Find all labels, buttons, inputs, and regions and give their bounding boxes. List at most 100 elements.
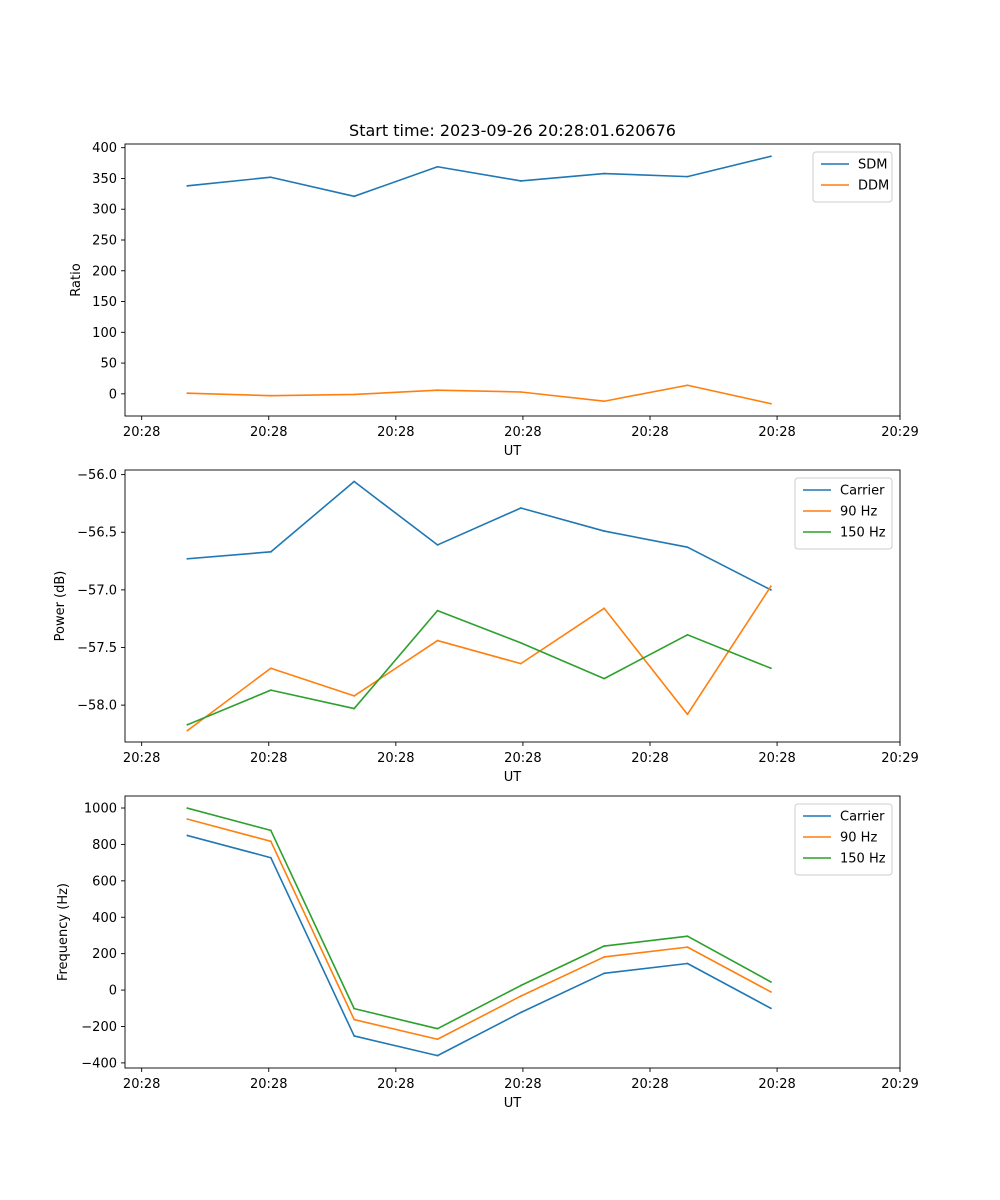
x-tick-label: 20:28 (631, 425, 668, 440)
data-point (436, 1054, 439, 1057)
x-tick-label: 20:28 (504, 425, 541, 440)
data-point (353, 480, 356, 483)
series-line-90-hz (186, 585, 772, 732)
data-point (269, 840, 272, 843)
data-point (436, 389, 439, 392)
series-line-ddm (186, 384, 772, 405)
data-point (436, 1027, 439, 1030)
data-point (519, 641, 522, 644)
data-point (186, 818, 189, 821)
legend: Carrier 90 Hz 150 Hz (794, 477, 893, 550)
y-axis-label: Frequency (Hz) (56, 883, 71, 981)
data-point (186, 184, 189, 187)
data-point (269, 176, 272, 179)
data-point (353, 1007, 356, 1010)
x-axis-label: UT (504, 770, 522, 785)
legend: Carrier 90 Hz 150 Hz (794, 803, 893, 876)
y-tick-label: −400 (81, 1056, 117, 1071)
data-point (186, 807, 189, 810)
y-tick-label: 200 (92, 264, 117, 279)
x-tick-label: 20:28 (250, 425, 287, 440)
series-line-sdm (186, 155, 772, 198)
y-tick-label: −200 (81, 1020, 117, 1035)
data-point (686, 962, 689, 965)
y-tick-label: 50 (100, 357, 117, 372)
data-point (769, 588, 772, 591)
y-tick-label: 0 (109, 984, 117, 999)
charts: 0 50 100 150 200 250 300 350 400 20:28 20:28 20:28 2… (53, 141, 919, 1111)
chart-panel-3: −400 −200 0 200 400 600 800 1000 20:28 20:28 20:28… (56, 795, 919, 1111)
y-tick-label: 400 (92, 911, 117, 926)
data-point (269, 667, 272, 670)
plot-area-frame (124, 469, 901, 743)
series-line-150-hz (186, 609, 772, 726)
data-point (769, 1007, 772, 1010)
y-tick-label: 0 (109, 387, 117, 402)
data-point (769, 155, 772, 158)
x-tick-label: 20:28 (250, 751, 287, 766)
y-tick-label: 1000 (84, 802, 117, 817)
data-point (186, 557, 189, 560)
x-tick-label: 20:28 (758, 751, 795, 766)
data-point (436, 544, 439, 546)
data-point (269, 550, 272, 553)
chart-panel-1: 0 50 100 150 200 250 300 350 400 20:28 20:28 20:28 2… (69, 141, 919, 459)
plot-area-frame (124, 143, 901, 417)
plot-area-frame (124, 795, 901, 1069)
data-point (436, 609, 439, 612)
series-line-150-hz (186, 807, 772, 1030)
legend-label: 150 Hz (840, 852, 886, 867)
x-tick-label: 20:28 (758, 425, 795, 440)
y-tick-label: 100 (92, 326, 117, 341)
data-point (519, 507, 522, 509)
x-tick-label: 20:28 (504, 1077, 541, 1092)
data-point (603, 945, 606, 947)
x-tick-label: 20:28 (377, 1077, 414, 1092)
y-tick-label: −57.5 (77, 641, 117, 656)
x-tick-label: 20:28 (377, 751, 414, 766)
y-tick-label: 200 (92, 947, 117, 962)
data-point (353, 694, 356, 697)
y-tick-label: −57.0 (77, 583, 117, 598)
legend-label: Carrier (840, 810, 885, 825)
data-point (603, 530, 606, 532)
data-point (686, 946, 689, 949)
data-point (769, 990, 772, 993)
y-tick-label: 250 (92, 234, 117, 249)
y-tick-label: 600 (92, 874, 117, 889)
legend-label: Carrier (840, 484, 885, 499)
data-point (603, 972, 606, 975)
data-point (686, 935, 689, 938)
x-tick-label: 20:28 (631, 1077, 668, 1092)
data-point (603, 400, 606, 403)
data-point (353, 1018, 356, 1021)
data-point (353, 1035, 356, 1037)
x-tick-label: 20:29 (881, 1077, 918, 1092)
data-point (686, 175, 689, 178)
data-point (769, 402, 772, 405)
data-point (686, 546, 689, 549)
legend-label: SDM (858, 158, 887, 173)
data-point (603, 172, 606, 175)
data-point (186, 729, 189, 732)
y-tick-label: 800 (92, 838, 117, 853)
y-tick-label: 400 (92, 141, 117, 156)
legend-label: 150 Hz (840, 526, 886, 541)
x-axis-label: UT (504, 444, 522, 459)
data-point (269, 829, 272, 832)
data-point (603, 677, 606, 680)
data-point (769, 585, 772, 588)
data-point (269, 394, 272, 397)
data-point (186, 392, 189, 395)
data-point (436, 165, 439, 168)
data-point (603, 956, 606, 958)
data-point (269, 856, 272, 859)
y-tick-label: 150 (92, 295, 117, 310)
x-tick-label: 20:28 (123, 751, 160, 766)
series-line-carrier (186, 834, 772, 1057)
data-point (269, 689, 272, 692)
data-point (436, 1038, 439, 1041)
legend-label: 90 Hz (840, 831, 877, 846)
data-point (519, 995, 522, 997)
x-tick-label: 20:28 (631, 751, 668, 766)
